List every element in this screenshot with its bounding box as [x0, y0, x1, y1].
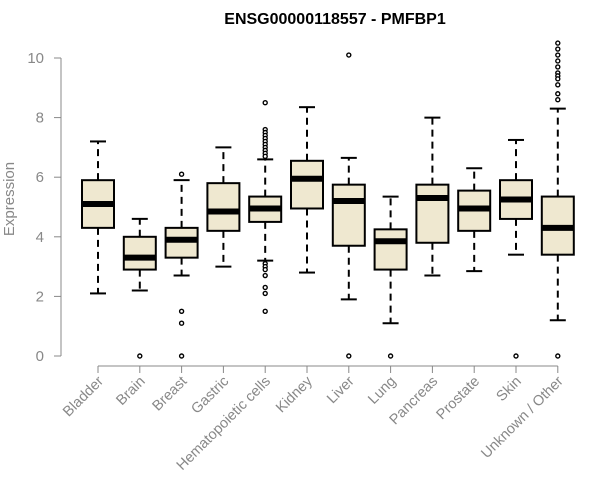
- box-iqr: [331, 183, 366, 247]
- box-brain: [122, 217, 157, 359]
- x-tick-label: Brain: [113, 374, 148, 409]
- outlier-point: [137, 353, 143, 359]
- y-tick-label: 10: [27, 50, 44, 67]
- y-axis-label: Expression: [1, 162, 18, 236]
- outlier-point: [555, 64, 561, 70]
- outlier-point: [513, 353, 519, 359]
- box-skin: [499, 138, 533, 359]
- outlier-point: [555, 82, 561, 88]
- outlier-point: [178, 353, 185, 359]
- outlier-point: [262, 272, 268, 279]
- box-prostate: [457, 167, 492, 273]
- box-gastric: [206, 146, 241, 268]
- outlier-point: [346, 353, 352, 359]
- outlier-point: [555, 46, 561, 52]
- outlier-point: [262, 99, 268, 106]
- x-tick-label: Liver: [324, 373, 358, 407]
- outlier-point: [262, 308, 268, 314]
- box-iqr: [290, 159, 324, 210]
- x-tick-label: Breast: [149, 374, 190, 415]
- outlier-point: [178, 308, 185, 314]
- box-pancreas: [415, 116, 450, 277]
- outlier-point: [346, 52, 352, 58]
- outlier-point: [555, 91, 561, 97]
- y-tick-label: 0: [36, 348, 44, 365]
- box-iqr: [206, 182, 241, 232]
- outlier-point: [178, 320, 185, 326]
- box-breast: [164, 171, 199, 359]
- x-tick-label: Lung: [365, 374, 399, 408]
- box-lung: [373, 195, 408, 359]
- outlier-point: [555, 40, 561, 46]
- x-tick-label: Prostate: [434, 374, 483, 423]
- outlier-point: [262, 290, 268, 297]
- box-hematopoietic-cells: [248, 99, 283, 314]
- plot-area: [81, 40, 575, 359]
- outlier-point: [555, 97, 561, 103]
- outlier-point: [262, 284, 268, 291]
- box-bladder: [81, 140, 115, 295]
- outlier-point: [555, 353, 561, 359]
- box-unknown-other: [540, 40, 575, 359]
- box-kidney: [290, 106, 324, 274]
- chart-title: ENSG00000118557 - PMFBP1: [224, 11, 446, 28]
- outlier-point: [387, 353, 394, 359]
- outlier-point: [555, 76, 561, 82]
- y-tick-label: 6: [36, 169, 44, 186]
- outlier-point: [555, 52, 561, 58]
- y-axis: 0 2 4 6 8 10: [27, 50, 62, 365]
- box-liver: [331, 52, 366, 359]
- y-tick-label: 8: [36, 110, 44, 127]
- x-tick-label: Kidney: [273, 373, 316, 416]
- outlier-point: [555, 58, 561, 64]
- x-tick-label: Skin: [494, 374, 525, 405]
- outlier-point: [262, 153, 268, 160]
- box-iqr: [415, 183, 450, 244]
- outlier-point: [262, 266, 268, 273]
- box-iqr: [373, 228, 408, 271]
- y-tick-label: 4: [36, 229, 44, 246]
- y-tick-label: 2: [36, 288, 44, 305]
- box-iqr: [122, 235, 157, 271]
- x-tick-label: Bladder: [60, 373, 107, 420]
- outlier-point: [178, 171, 185, 177]
